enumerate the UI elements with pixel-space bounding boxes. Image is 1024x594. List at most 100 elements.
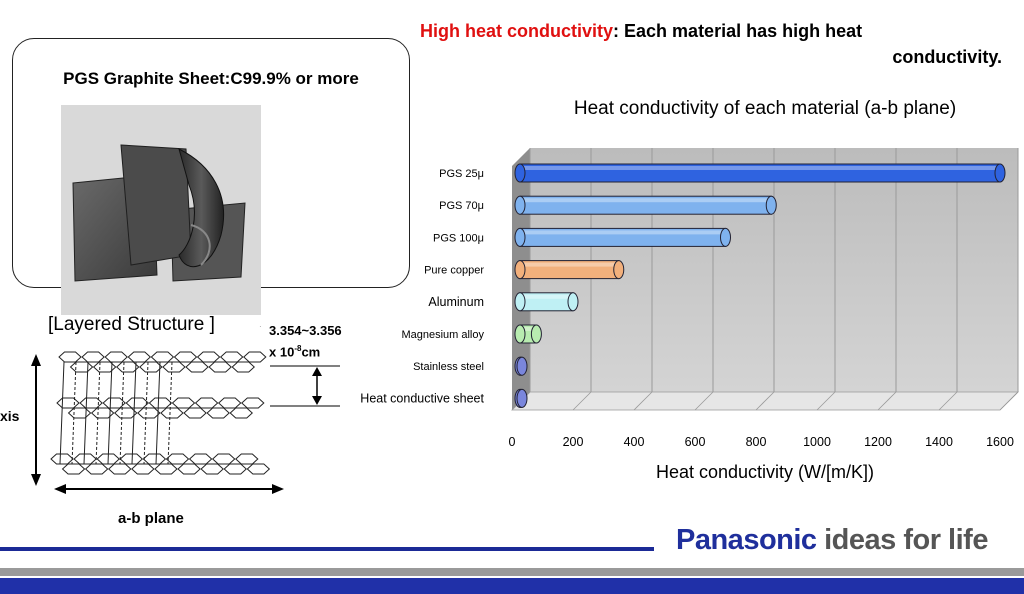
layer-connector xyxy=(71,361,77,465)
bar-start-cap xyxy=(514,227,526,247)
graphite-photo-panel: PGS Graphite Sheet:C99.9% or more xyxy=(12,38,410,315)
bar-highlight xyxy=(520,198,772,203)
hex-cell xyxy=(108,463,132,475)
c-axis-label: xis xyxy=(0,408,20,424)
panasonic-logo: Panasonic ideas for life xyxy=(676,524,988,557)
category-label: PGS 100μ xyxy=(433,232,484,244)
hex-cell xyxy=(81,351,105,363)
heat-conductivity-chart: PGS 25μ PGS 70μ PGS 100μ Pure copper Aluminu… xyxy=(360,148,1019,449)
bar-start-cap xyxy=(514,324,526,344)
hex-cell xyxy=(229,407,253,419)
hex-cell xyxy=(223,463,247,475)
bar xyxy=(514,163,1006,183)
bar-end-cap xyxy=(994,163,1006,183)
hex-cell xyxy=(211,453,236,465)
hex-cell xyxy=(208,361,232,373)
category-label: Pure copper xyxy=(424,265,484,277)
hex-cell xyxy=(243,351,267,363)
bar-end-cap xyxy=(765,195,777,215)
hex-cell xyxy=(188,453,213,465)
layer-connector xyxy=(119,361,125,465)
hex-cell xyxy=(137,407,161,419)
hex-cell xyxy=(162,361,186,373)
hex-cell xyxy=(219,351,244,363)
bar xyxy=(514,227,731,247)
headline-text-line1: : Each material has high heat xyxy=(613,21,863,41)
logo-brand: Panasonic xyxy=(676,524,817,556)
layer-connector xyxy=(155,361,161,465)
hex-cell xyxy=(160,407,184,419)
chart-x-tick-labels: 0 200 400 600 800 1000 1200 1400 1600 xyxy=(509,435,1014,449)
chart-category-labels: PGS 25μ PGS 70μ PGS 100μ Pure copper Aluminu… xyxy=(360,168,484,405)
layer-connector xyxy=(95,361,101,465)
hex-cell xyxy=(185,361,209,373)
logo-tagline: ideas for life xyxy=(816,524,988,556)
hex-cell xyxy=(69,361,94,373)
hex-cell xyxy=(150,351,175,363)
bar xyxy=(514,195,777,215)
hex-cell xyxy=(58,351,82,363)
bar-highlight xyxy=(520,166,1000,170)
chart-title: Heat conductivity of each material (a-b … xyxy=(573,98,957,119)
x-tick-label: 1000 xyxy=(803,435,831,449)
x-tick-label: 0 xyxy=(509,435,516,449)
hex-cell xyxy=(194,397,219,409)
hex-cell xyxy=(127,351,152,363)
footer-gray-bar xyxy=(0,568,1024,576)
x-tick-label: 600 xyxy=(685,435,706,449)
hex-cell xyxy=(116,361,140,373)
bar xyxy=(514,292,579,312)
bar-highlight xyxy=(520,327,537,331)
graphite-sheet-photo xyxy=(61,105,261,315)
layered-structure-title: [Layered Structure ] xyxy=(48,314,215,335)
hex-cell xyxy=(177,463,201,475)
bar-end-cap xyxy=(567,292,579,312)
bar-highlight xyxy=(520,294,573,299)
hex-cell xyxy=(183,407,207,419)
chart-floor-gridline xyxy=(999,391,1019,411)
hex-cell xyxy=(61,463,86,475)
layer-connector xyxy=(83,361,89,465)
x-tick-label: 200 xyxy=(563,435,584,449)
layer-connector xyxy=(59,361,65,465)
chart-floor-gridline xyxy=(694,391,714,411)
hex-cell xyxy=(171,397,196,409)
hex-cell xyxy=(196,351,221,363)
hex-cell xyxy=(231,361,255,373)
bar xyxy=(514,324,542,344)
x-axis-label: Heat conductivity (W/[m/K]) xyxy=(655,462,875,482)
hex-cell xyxy=(206,407,230,419)
bar-end-cap xyxy=(530,324,542,344)
chart-floor-gridline xyxy=(938,391,958,411)
bar-start-cap xyxy=(514,292,526,312)
layer-connector xyxy=(167,361,173,465)
layer-connector xyxy=(107,361,113,465)
bar xyxy=(514,356,528,376)
chart-floor-gridline xyxy=(877,391,897,411)
hex-cell xyxy=(173,351,198,363)
bar-highlight xyxy=(520,230,726,235)
hex-cell xyxy=(67,407,92,419)
chart-floor-gridline xyxy=(572,391,592,411)
footer-blue-bar xyxy=(0,578,1024,594)
hex-cell xyxy=(56,397,80,409)
chart-floor-gridline xyxy=(816,391,836,411)
hex-cell xyxy=(73,453,97,465)
photo-title: PGS Graphite Sheet:C99.9% or more xyxy=(63,69,359,88)
bar-end-cap xyxy=(516,356,528,376)
hex-cell xyxy=(148,397,173,409)
hex-cell xyxy=(125,397,150,409)
hex-cell xyxy=(84,463,109,475)
hex-cell xyxy=(114,407,138,419)
bar xyxy=(514,260,625,280)
chart-floor-gridline xyxy=(755,391,775,411)
hex-cell xyxy=(104,351,128,363)
category-label: Magnesium alloy xyxy=(401,329,484,341)
category-label: PGS 25μ xyxy=(439,168,484,180)
bar-start-cap xyxy=(514,260,526,280)
layer-spacing-label: 3.354~3.356 x 10-8cm xyxy=(269,322,342,361)
chart-bars xyxy=(514,163,1006,408)
ab-plane-label: a-b plane xyxy=(118,510,184,527)
x-tick-label: 1200 xyxy=(864,435,892,449)
layer-connector xyxy=(143,361,149,465)
